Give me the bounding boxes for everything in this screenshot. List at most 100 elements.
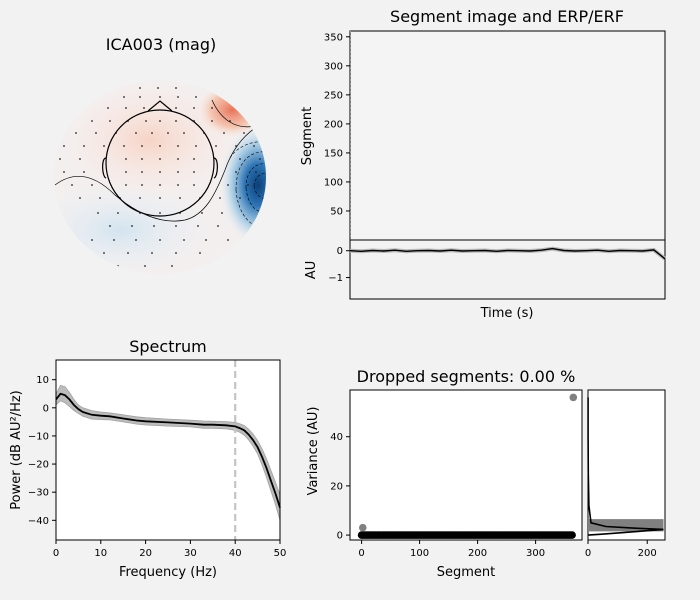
variance-xtick-label: 200	[468, 548, 487, 559]
variance-title: Dropped segments: 0.00 %	[357, 367, 576, 386]
sensor-dot	[123, 145, 125, 147]
segment-image-ytick-label: 200	[324, 119, 343, 130]
sensor-dot	[83, 145, 85, 147]
variance-xtick-label: 300	[526, 548, 545, 559]
variance-ylabel: Variance (AU)	[306, 407, 321, 496]
sensor-dot	[195, 145, 197, 147]
sensor-dot	[255, 171, 257, 173]
erp-ytick-label: 0	[337, 246, 343, 257]
sensor-dot	[247, 184, 249, 186]
sensor-dot	[117, 265, 119, 267]
variance-outlier-point	[358, 523, 367, 532]
sensor-dot	[179, 197, 181, 199]
sensor-dot	[159, 158, 161, 160]
segment-image-ytick-label: 150	[324, 148, 343, 159]
sensor-dot	[103, 145, 105, 147]
sensor-dot	[107, 107, 109, 109]
sensor-dot	[215, 145, 217, 147]
sensor-dot	[125, 158, 127, 160]
topomap-title: ICA003 (mag)	[106, 35, 217, 54]
variance-xtick-label: 100	[410, 548, 429, 559]
topomap	[54, 80, 266, 274]
sensor-dot	[141, 184, 143, 186]
segment-image-ytick-label: 350	[324, 32, 343, 43]
sensor-dot	[109, 120, 111, 122]
sensor-dot	[144, 265, 146, 267]
segment-image-yticks: 50 100 150 200 250 300 350	[324, 32, 350, 217]
spectrum-xtick-label: 40	[229, 548, 242, 559]
spectrum-ytick-label: −20	[28, 460, 49, 471]
spectrum-xtick-label: 20	[139, 548, 152, 559]
sensor-dot	[145, 120, 147, 122]
segment-image-title: Segment image and ERP/ERF	[390, 7, 624, 26]
sensor-dot	[183, 239, 185, 241]
variance-axes	[349, 389, 583, 541]
sensor-dot	[171, 265, 173, 267]
sensor-dot	[177, 145, 179, 147]
sensor-dot	[205, 239, 207, 241]
sensor-dot	[71, 184, 73, 186]
sensor-dot	[201, 212, 203, 214]
sensor-dot	[221, 212, 223, 214]
sensor-dot	[75, 132, 77, 134]
spectrum-axes-bg	[56, 360, 280, 540]
spectrum-title: Spectrum	[129, 337, 207, 356]
variance-histogram-ticks: 0 200	[585, 540, 657, 559]
sensor-dot	[239, 197, 241, 199]
variance-histogram-xtick-label: 0	[585, 548, 591, 559]
sensor-dot	[229, 120, 231, 122]
sensor-dot	[243, 132, 245, 134]
erp-yticks: 0 −1	[328, 246, 350, 284]
spectrum-ylabel: Power (dB AU²/Hz)	[9, 390, 24, 509]
sensor-dots	[59, 87, 261, 267]
variance-histogram-xtick-label: 200	[638, 548, 657, 559]
sensor-dot	[91, 184, 93, 186]
sensor-dot	[151, 132, 153, 134]
sensor-dot	[211, 107, 213, 109]
sensor-dot	[153, 225, 155, 227]
variance-ticks: 0 100 200 300 0 20 40	[330, 432, 545, 559]
sensor-dot	[193, 184, 195, 186]
sensor-dot	[239, 158, 241, 160]
nose-outline	[147, 100, 173, 112]
sensor-dot	[91, 120, 93, 122]
sensor-dot	[159, 184, 161, 186]
variance-ytick-label: 40	[330, 432, 343, 443]
sensor-dot	[159, 171, 161, 173]
sensor-dot	[135, 239, 137, 241]
variance-histogram-density	[587, 397, 664, 536]
left-ear-outline	[102, 157, 107, 179]
sensor-dot	[139, 197, 141, 199]
variance-xlabel: Segment	[437, 565, 496, 580]
variance-point	[568, 531, 576, 539]
sensor-dot	[63, 171, 65, 173]
sensor-dot	[99, 197, 101, 199]
sensor-dot	[139, 87, 141, 89]
sensor-dot	[217, 225, 219, 227]
sensor-dot	[159, 197, 161, 199]
sensor-dot	[227, 184, 229, 186]
sensor-dot	[159, 212, 161, 214]
sensor-dot	[259, 158, 261, 160]
sensor-dot	[175, 252, 177, 254]
sensor-dot	[123, 96, 125, 98]
sensor-dot	[97, 212, 99, 214]
spectrum-xtick-label: 50	[274, 548, 287, 559]
segment-image-axes	[349, 30, 666, 241]
head-outline	[105, 109, 215, 217]
sensor-dot	[151, 252, 153, 254]
sensor-dot	[199, 252, 201, 254]
sensor-dot	[63, 145, 65, 147]
right-ear-outline	[213, 157, 218, 179]
sensor-dot	[175, 107, 177, 109]
variance-ytick-label: 0	[337, 531, 343, 542]
spectrum-ytick-label: 0	[43, 403, 49, 414]
sensor-dot	[175, 120, 177, 122]
sensor-dot	[219, 197, 221, 199]
sensor-dot	[141, 145, 143, 147]
sensor-dot	[103, 252, 105, 254]
spectrum-ytick-label: −40	[28, 516, 49, 527]
sensor-dot	[167, 132, 169, 134]
sensor-dot	[117, 212, 119, 214]
sensor-dot	[91, 239, 93, 241]
